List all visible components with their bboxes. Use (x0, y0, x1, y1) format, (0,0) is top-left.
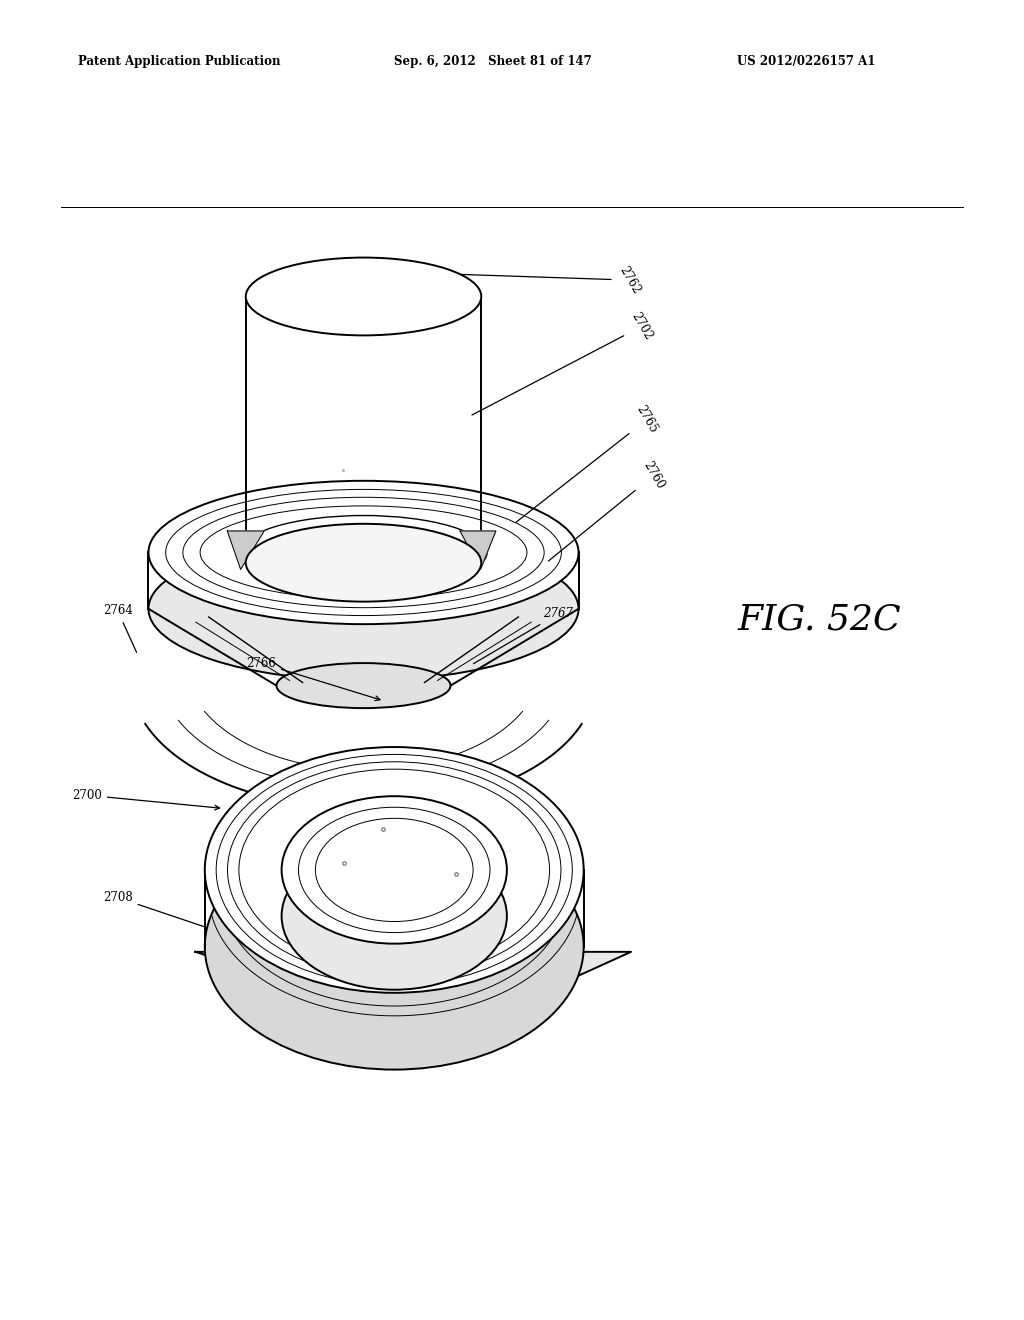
Ellipse shape (240, 516, 487, 590)
Polygon shape (227, 531, 264, 569)
Ellipse shape (205, 824, 584, 1069)
Ellipse shape (148, 537, 579, 681)
Text: 2762: 2762 (425, 264, 643, 296)
Text: 2700: 2700 (72, 788, 219, 810)
Text: 2767: 2767 (473, 607, 573, 664)
Ellipse shape (282, 842, 507, 990)
Text: 2765: 2765 (516, 403, 660, 523)
Text: 2764: 2764 (102, 605, 136, 652)
Text: US 2012/0226157 A1: US 2012/0226157 A1 (737, 55, 876, 69)
Text: 2702: 2702 (472, 310, 655, 414)
Ellipse shape (282, 796, 507, 944)
Ellipse shape (315, 818, 473, 921)
Ellipse shape (205, 747, 584, 993)
Ellipse shape (276, 663, 451, 708)
Text: Sep. 6, 2012   Sheet 81 of 147: Sep. 6, 2012 Sheet 81 of 147 (394, 55, 592, 69)
Ellipse shape (299, 808, 490, 933)
Ellipse shape (246, 257, 481, 335)
Text: Patent Application Publication: Patent Application Publication (78, 55, 281, 69)
Polygon shape (460, 531, 496, 569)
Ellipse shape (148, 480, 579, 624)
Polygon shape (196, 952, 631, 1034)
Text: 2708: 2708 (102, 891, 229, 936)
Text: 2760: 2760 (549, 459, 667, 561)
Text: 2766: 2766 (246, 656, 380, 701)
Text: FIG. 52C: FIG. 52C (737, 602, 901, 636)
Ellipse shape (246, 524, 481, 602)
